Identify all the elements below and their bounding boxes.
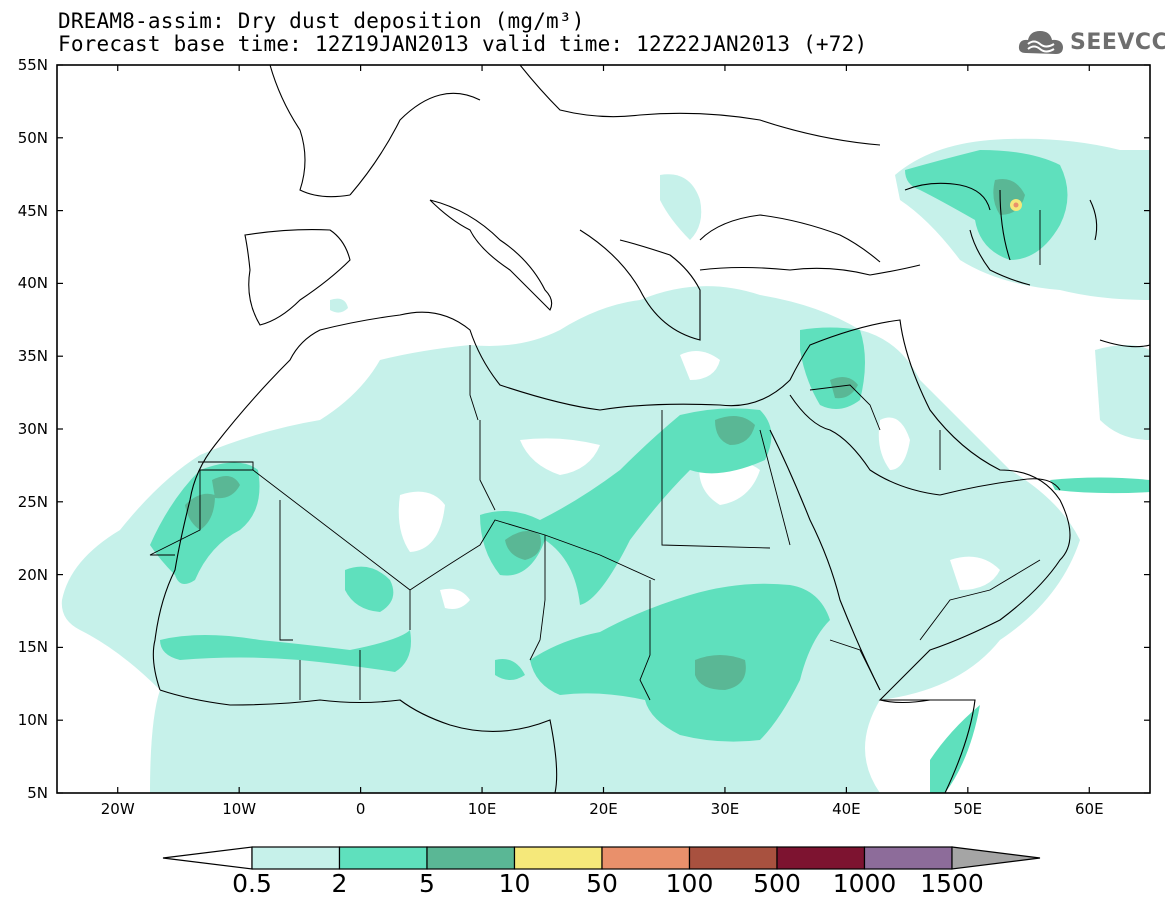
colorbar-label: 10 bbox=[498, 869, 531, 898]
latitude-label: 15N bbox=[17, 638, 48, 657]
latitude-label: 5N bbox=[27, 784, 48, 802]
latitude-label: 45N bbox=[17, 201, 48, 220]
country-borders bbox=[149, 210, 1041, 701]
latitude-label: 40N bbox=[17, 274, 48, 293]
longitude-label: 10W bbox=[222, 800, 257, 818]
latitude-label: 20N bbox=[17, 565, 48, 584]
colorbar-box bbox=[688, 846, 778, 870]
field-2-5 bbox=[150, 150, 1150, 793]
colorbar-label: 100 bbox=[665, 869, 714, 898]
colorbar-box bbox=[251, 846, 341, 870]
seevccc-logo: SEEVCCC bbox=[1016, 23, 1165, 63]
longitude-label: 30E bbox=[710, 800, 740, 818]
latitude-label: 55N bbox=[17, 56, 48, 74]
latitude-label: 50N bbox=[17, 128, 48, 147]
field-gaps bbox=[398, 351, 1000, 609]
colorbar-label: 50 bbox=[586, 869, 618, 898]
field-50-100 bbox=[1013, 202, 1019, 208]
longitude-label: 20W bbox=[100, 800, 135, 818]
colorbar-label: 0.5 bbox=[232, 869, 272, 898]
longitude-label: 40E bbox=[832, 800, 861, 818]
longitude-label: 20E bbox=[589, 800, 618, 818]
colorbar-box bbox=[601, 846, 691, 870]
base-time: Forecast base time: 12Z19JAN2013 bbox=[58, 32, 469, 56]
colorbar-box bbox=[513, 846, 603, 870]
latitude-label: 30N bbox=[17, 420, 48, 438]
deposition-fields bbox=[57, 65, 1150, 793]
longitude-label: 10E bbox=[467, 800, 497, 818]
colorbar-under-arrow bbox=[162, 846, 253, 870]
colorbar-box bbox=[426, 846, 516, 870]
colorbar bbox=[162, 846, 1041, 870]
colorbar-boxes bbox=[251, 846, 953, 870]
forecast-time-line: Forecast base time: 12Z19JAN2013 valid ti… bbox=[58, 32, 867, 56]
longitude-label: 50E bbox=[953, 800, 983, 818]
colorbar-box bbox=[338, 846, 428, 870]
cloud-icon bbox=[1018, 31, 1063, 54]
colorbar-label: 5 bbox=[419, 869, 435, 898]
colorbar-over-arrow bbox=[951, 846, 1041, 870]
colorbar-label: 2 bbox=[331, 869, 348, 898]
longitude-label: 0 bbox=[355, 800, 366, 818]
field-5-10 bbox=[185, 179, 1025, 690]
valid-time: valid time: 12Z22JAN2013 (+72) bbox=[482, 32, 868, 56]
colorbar-label: 1500 bbox=[920, 869, 984, 898]
latitude-label: 10N bbox=[17, 711, 48, 730]
longitude-label: 60E bbox=[1074, 800, 1104, 818]
latitude-label: 35N bbox=[17, 347, 48, 366]
map-title: DREAM8-assim: Dry dust deposition (mg/m³… bbox=[58, 9, 585, 33]
coastlines-and-borders bbox=[152, 65, 1150, 793]
latitude-label: 25N bbox=[17, 492, 48, 511]
colorbar-box bbox=[863, 846, 953, 870]
colorbar-box bbox=[776, 846, 866, 870]
colorbar-label: 1000 bbox=[832, 869, 897, 898]
axis-ticks bbox=[57, 64, 1150, 794]
colorbar-label: 500 bbox=[753, 869, 801, 898]
